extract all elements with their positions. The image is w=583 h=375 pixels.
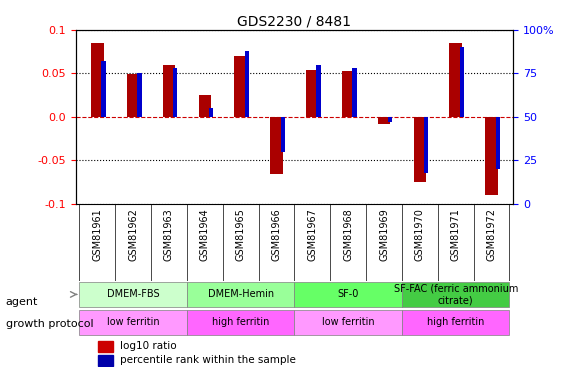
- Bar: [234, 56, 247, 117]
- Bar: [137, 74, 142, 117]
- Bar: [98, 355, 113, 366]
- Bar: [352, 68, 357, 117]
- Text: GSM81961: GSM81961: [92, 208, 102, 261]
- Bar: [388, 117, 392, 122]
- Bar: [209, 108, 213, 117]
- Text: GSM81970: GSM81970: [415, 208, 425, 261]
- Bar: [245, 51, 249, 117]
- Text: GSM81963: GSM81963: [164, 208, 174, 261]
- Text: GSM81962: GSM81962: [128, 208, 138, 261]
- FancyBboxPatch shape: [187, 310, 294, 335]
- FancyBboxPatch shape: [402, 282, 510, 307]
- Bar: [317, 65, 321, 117]
- FancyBboxPatch shape: [294, 282, 402, 307]
- Bar: [496, 117, 500, 169]
- Bar: [342, 71, 354, 117]
- Bar: [378, 117, 390, 124]
- Text: growth protocol: growth protocol: [6, 320, 93, 329]
- Text: agent: agent: [6, 297, 38, 307]
- Bar: [280, 117, 285, 152]
- Bar: [271, 117, 283, 174]
- Text: log10 ratio: log10 ratio: [120, 341, 176, 351]
- Bar: [424, 117, 429, 172]
- Text: GSM81968: GSM81968: [343, 208, 353, 261]
- Bar: [413, 117, 426, 182]
- FancyBboxPatch shape: [187, 282, 294, 307]
- Text: GSM81967: GSM81967: [307, 208, 317, 261]
- Text: SF-FAC (ferric ammonium
citrate): SF-FAC (ferric ammonium citrate): [394, 284, 518, 305]
- Bar: [460, 47, 464, 117]
- Title: GDS2230 / 8481: GDS2230 / 8481: [237, 15, 352, 29]
- Bar: [127, 74, 139, 117]
- Text: low ferritin: low ferritin: [322, 317, 374, 327]
- Text: high ferritin: high ferritin: [212, 317, 269, 327]
- Text: GSM81969: GSM81969: [379, 208, 389, 261]
- FancyBboxPatch shape: [79, 310, 187, 335]
- Text: low ferritin: low ferritin: [107, 317, 159, 327]
- Text: high ferritin: high ferritin: [427, 317, 484, 327]
- Text: GSM81964: GSM81964: [200, 208, 210, 261]
- Text: GSM81972: GSM81972: [487, 208, 497, 261]
- Bar: [173, 68, 177, 117]
- Bar: [91, 43, 104, 117]
- Bar: [163, 65, 175, 117]
- Text: GSM81965: GSM81965: [236, 208, 245, 261]
- Text: GSM81971: GSM81971: [451, 208, 461, 261]
- Text: DMEM-FBS: DMEM-FBS: [107, 290, 159, 299]
- Bar: [306, 70, 318, 117]
- Bar: [485, 117, 498, 195]
- FancyBboxPatch shape: [79, 282, 187, 307]
- FancyBboxPatch shape: [402, 310, 510, 335]
- Bar: [199, 95, 211, 117]
- Text: percentile rank within the sample: percentile rank within the sample: [120, 355, 296, 365]
- FancyBboxPatch shape: [294, 310, 402, 335]
- Bar: [98, 341, 113, 352]
- Bar: [101, 62, 106, 117]
- Bar: [449, 43, 462, 117]
- Text: DMEM-Hemin: DMEM-Hemin: [208, 290, 273, 299]
- Text: GSM81966: GSM81966: [272, 208, 282, 261]
- Text: SF-0: SF-0: [338, 290, 359, 299]
